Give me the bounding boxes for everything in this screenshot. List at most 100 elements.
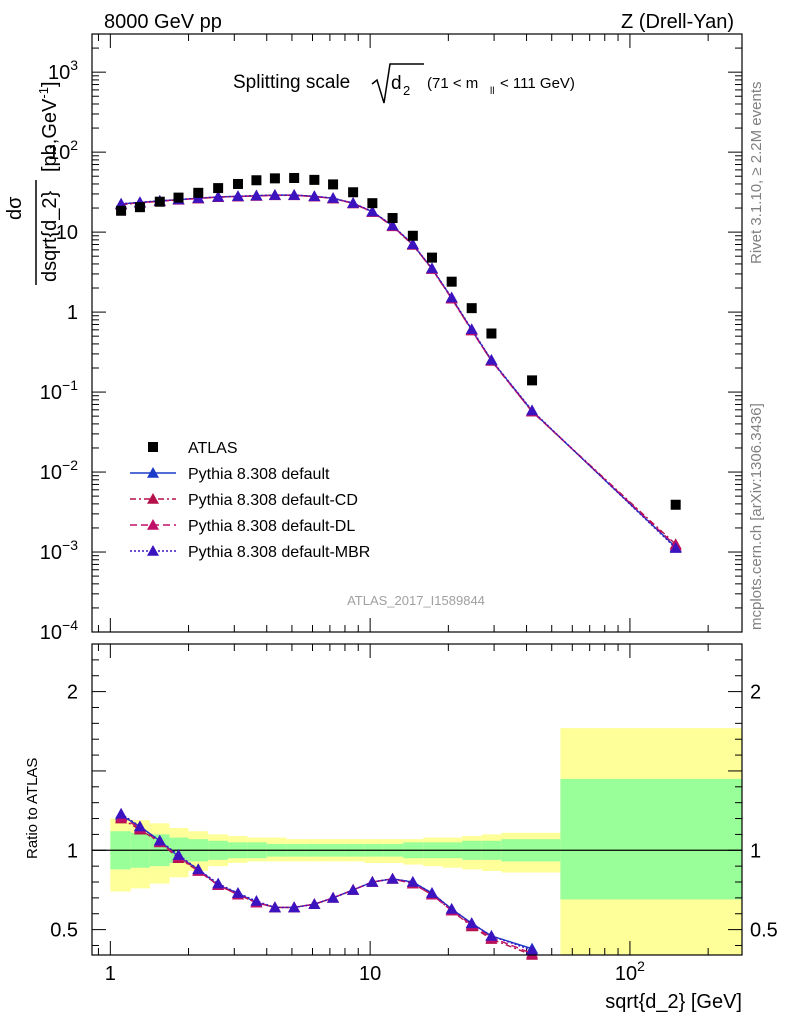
data-point: [527, 375, 538, 386]
top-series: [115, 172, 682, 553]
y-tick-label-sup: −3: [62, 537, 78, 553]
data-point: [486, 328, 497, 339]
x-tick-label-sup: 2: [637, 958, 645, 974]
ratio-y-tick-label: 2: [67, 682, 78, 704]
y-tick-label-base: 10: [40, 542, 62, 564]
data-point: [154, 196, 165, 207]
ratio-point-mbr: [366, 876, 379, 887]
ratio-series: [115, 807, 539, 960]
legend-label-mbr: Pythia 8.308 default-MBR: [188, 544, 370, 561]
legend-marker-cd: [147, 493, 159, 504]
top-point-mbr: [366, 205, 379, 217]
ratio-point-mbr: [133, 820, 146, 832]
data-point: [269, 173, 280, 184]
top-point-mbr: [288, 189, 301, 200]
top-point-mbr: [465, 323, 478, 335]
y-tick-label: 103: [48, 57, 78, 84]
data-point: [309, 174, 320, 185]
data-point: [193, 187, 204, 198]
legend-marker-data: [148, 442, 158, 452]
ratio-point-mbr: [231, 887, 244, 898]
data-point: [328, 179, 339, 190]
y-tick-label: 10: [56, 222, 78, 244]
top-ylabel: dσ dsqrt{d_2} [pb,GeV-1]: [4, 81, 61, 285]
data-point: [387, 213, 398, 224]
ratio-point-mbr: [526, 944, 539, 956]
y-tick-label: 102: [48, 137, 78, 164]
ratio-point-mbr: [115, 807, 128, 819]
y-tick-label-base: 1: [67, 302, 78, 324]
data-point: [289, 172, 300, 183]
ratio-y-tick-label-right: 0.5: [750, 920, 778, 942]
x-tick-label-base: 1: [105, 963, 116, 985]
ratio-point-mbr: [268, 901, 281, 913]
y-tick-label-sup: 3: [70, 57, 78, 73]
x-tick-label: 102: [615, 958, 645, 985]
ratio-y-tick-label: 0.5: [50, 920, 78, 942]
data-point: [134, 202, 145, 213]
rivet-label: Rivet 3.1.10, ≥ 2.2M events: [748, 82, 765, 265]
ratio-point-mbr: [192, 863, 205, 875]
plot-title-sub: d: [391, 73, 402, 94]
ratio-point-mbr: [386, 872, 399, 884]
ratio-point-mbr: [485, 929, 498, 941]
analysis-id: ATLAS_2017_I1589844: [347, 593, 485, 608]
top-point-mbr: [212, 190, 225, 202]
top-frame: [91, 33, 743, 633]
top-point-mbr: [327, 192, 340, 203]
data-point: [446, 276, 457, 287]
y-tick-label-base: 10: [48, 142, 70, 164]
legend-marker-default: [147, 467, 159, 478]
legend-label-dl: Pythia 8.308 default-DL: [188, 518, 355, 535]
top-point-mbr: [231, 190, 244, 202]
ratio-point-mbr: [308, 898, 321, 910]
top-ylabel-num: dσ: [4, 196, 26, 220]
ratio-point-mbr: [250, 895, 263, 906]
ratio-y-tick-label-right: 1: [750, 840, 761, 862]
y-tick-label-base: 10: [56, 222, 78, 244]
ratio-ylabel: Ratio to ATLAS: [24, 758, 41, 859]
mcplots-label: mcplots.cern.ch [arXiv:1306.3436]: [748, 403, 765, 630]
plot-title-main: Splitting scale: [233, 72, 350, 93]
x-axis-label: sqrt{d_2} [GeV]: [605, 991, 742, 1013]
legend-marker-dl: [147, 519, 159, 530]
y-tick-label-base: 10: [40, 382, 62, 404]
plot-title-sub-index: 2: [403, 83, 410, 98]
x-tick-label: 1: [105, 963, 116, 985]
top-ylabel-unit: [pb,GeV-1]: [36, 81, 61, 172]
data-point: [213, 183, 224, 194]
ratio-point-mbr: [347, 883, 360, 895]
ratio-y-tick-label-right: 2: [750, 682, 761, 704]
legend-marker-mbr: [147, 545, 159, 556]
top-point-mbr: [268, 189, 281, 200]
plot-title-range-pre: (71 < m: [427, 75, 478, 92]
top-ylabel-unit-pre: [pb,GeV: [39, 98, 61, 172]
ratio-line-dl: [120, 816, 533, 955]
top-ylabel-unit-post: ]: [39, 81, 61, 87]
ratio-y-tick-label: 1: [67, 840, 78, 862]
y-tick-label-base: 10: [40, 462, 62, 484]
x-tick-label-base: 10: [359, 963, 381, 985]
top-ylabel-unit-sup: -1: [36, 87, 51, 99]
y-tick-label-base: 10: [48, 62, 70, 84]
legend: ATLAS Pythia 8.308 default Pythia 8.308 de…: [130, 440, 370, 561]
data-point: [426, 252, 437, 263]
header-right: Z (Drell-Yan): [621, 11, 734, 33]
ratio-point-mbr: [172, 849, 185, 860]
ratio-point-mbr: [327, 891, 340, 903]
top-point-mbr: [445, 291, 458, 303]
y-tick-label-base: 10: [40, 622, 62, 644]
data-point: [670, 499, 681, 510]
y-tick-label: 10−3: [40, 537, 78, 564]
top-point-mbr: [308, 190, 321, 202]
legend-label-cd: Pythia 8.308 default-CD: [188, 492, 358, 509]
data-point: [173, 192, 184, 203]
data-point: [407, 230, 418, 241]
x-tick-label-base: 10: [615, 963, 637, 985]
y-tick-label-sup: −1: [62, 377, 78, 393]
top-point-mbr: [406, 238, 419, 250]
band-inner: [560, 778, 742, 900]
y-tick-label: 10−4: [40, 617, 78, 644]
